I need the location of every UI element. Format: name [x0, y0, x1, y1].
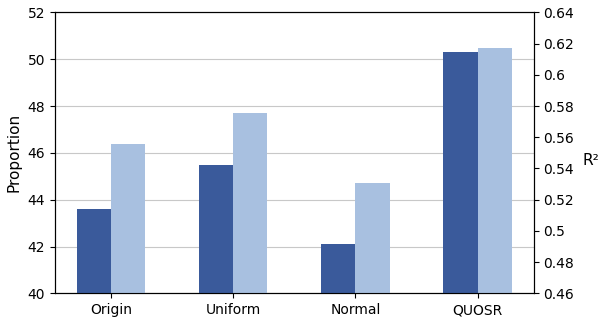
Bar [444, 52, 478, 293]
Bar [76, 209, 111, 293]
Bar [233, 113, 267, 293]
Bar [355, 183, 390, 293]
Bar [321, 244, 355, 293]
Bar [478, 48, 512, 293]
Y-axis label: R²: R² [582, 153, 599, 168]
Bar [199, 165, 233, 293]
Y-axis label: Proportion: Proportion [7, 113, 22, 192]
Bar [111, 144, 145, 293]
